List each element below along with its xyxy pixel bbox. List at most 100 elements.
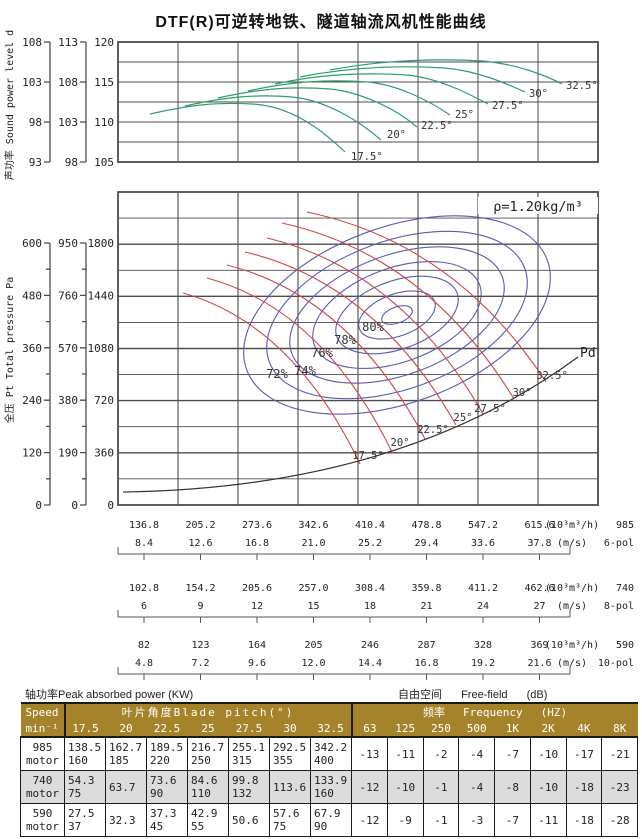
- pitch-label: 22.5°: [417, 424, 449, 436]
- velocity-tick: 18: [364, 601, 376, 612]
- pressure-axis-scale-1: [44, 242, 51, 506]
- pressure-curve-22-5: [226, 264, 426, 440]
- power-cell: 42.9 55: [187, 803, 229, 837]
- pressure-axis-scale-2: [80, 242, 87, 506]
- sound-axis-scale-1: [44, 41, 51, 163]
- efficiency-label: 78%: [334, 333, 356, 347]
- pressure-chart-y-label: 全压 Pt Total pressure Pa: [3, 277, 16, 423]
- power-cell: 27.5 37: [64, 803, 106, 837]
- velocity-tick: 24: [477, 601, 489, 612]
- free-field-note: 自由空间 Free-field (dB): [398, 686, 563, 702]
- flow-tick: 359.8: [411, 583, 441, 594]
- speed-value: 985: [616, 520, 634, 531]
- scale-ruler: [117, 667, 571, 680]
- efficiency-label: 74%: [294, 364, 316, 378]
- power-cell: 54.3 75: [64, 770, 106, 804]
- speed-cell: 985 motor: [20, 736, 65, 771]
- density-label-backdrop: [478, 197, 598, 214]
- pitch-label: 30°: [513, 387, 532, 399]
- velocity-tick: 16.8: [414, 658, 438, 669]
- velocity-tick: 29.4: [414, 538, 438, 549]
- pressure-curve-27-5: [266, 237, 484, 415]
- freq-col: 1K: [494, 720, 531, 738]
- velocity-tick: 37.8: [527, 538, 551, 549]
- pitch-label: 30°: [529, 88, 548, 100]
- pitch-label: 20°: [387, 129, 406, 141]
- pole-label: 8-pol: [604, 601, 634, 612]
- pole-label: 6-pol: [604, 538, 634, 549]
- velocity-tick: 9.6: [248, 658, 266, 669]
- freq-cell: -13: [351, 736, 388, 771]
- flow-tick: 410.4: [355, 520, 385, 531]
- freq-cell: -11: [386, 736, 424, 771]
- peak-power-note: 轴功率Peak absorbed power (KW): [25, 689, 194, 701]
- axis-tick: 98: [65, 156, 78, 169]
- velocity-unit: (m/s): [557, 601, 587, 612]
- freq-col: 500: [458, 720, 495, 738]
- pitch-group-header: 叶片角度Blade pitch(°): [63, 702, 353, 720]
- speed-value: 740: [616, 583, 634, 594]
- scale-ruler: [117, 610, 571, 623]
- flow-tick: 136.8: [129, 520, 159, 531]
- freq-col: 125: [387, 720, 424, 738]
- pd-label: Pd: [580, 346, 596, 361]
- axis-tick: 720: [94, 394, 114, 407]
- axis-tick: 113: [58, 36, 78, 49]
- sound-curve-27-5: [274, 73, 489, 105]
- pole-label: 10-pol: [598, 658, 634, 669]
- speed-unit-header: min⁻¹: [20, 720, 65, 738]
- flow-tick: 164: [248, 640, 266, 651]
- power-cell: 63.7: [105, 770, 147, 804]
- axis-tick: 600: [22, 237, 42, 250]
- axis-tick: 0: [35, 499, 42, 512]
- velocity-tick: 27: [533, 601, 545, 612]
- power-cell: 57.6 75: [269, 803, 311, 837]
- flow-tick: 82: [138, 640, 150, 651]
- freq-cell: -18: [565, 803, 603, 837]
- free-field-en: Free-field: [461, 689, 508, 701]
- axis-tick: 1440: [88, 289, 115, 302]
- pressure-curve-32-5: [306, 211, 547, 383]
- sound-curve-20: [184, 95, 382, 141]
- flow-tick: 205.6: [242, 583, 272, 594]
- freq-cell: -10: [529, 736, 567, 771]
- flow-tick: 154.2: [185, 583, 215, 594]
- page-title: DTF(R)可逆转地铁、隧道轴流风机性能曲线: [155, 14, 487, 31]
- freq-cell: -12: [351, 770, 388, 804]
- speed-cell: 590 motor: [20, 803, 65, 837]
- velocity-tick: 12.0: [301, 658, 325, 669]
- axis-tick: 115: [94, 76, 114, 89]
- freq-cell: -3: [458, 803, 496, 837]
- sound-curve-17-5: [149, 102, 346, 153]
- power-cell: 162.7 185: [105, 736, 147, 771]
- axis-tick: 760: [58, 289, 78, 302]
- flow-tick: 342.6: [298, 520, 328, 531]
- freq-cell: -10: [529, 770, 567, 804]
- velocity-tick: 21.6: [527, 658, 551, 669]
- efficiency-label: 76%: [311, 346, 333, 360]
- velocity-tick: 6: [141, 601, 147, 612]
- axis-tick: 120: [22, 447, 42, 460]
- freq-col: 63: [351, 720, 388, 738]
- sound-curve-32-5: [329, 59, 563, 85]
- velocity-tick: 21: [420, 601, 432, 612]
- freq-cell: -21: [601, 736, 639, 771]
- velocity-tick: 25.2: [358, 538, 382, 549]
- pitch-col: 17.5: [63, 720, 106, 738]
- velocity-tick: 14.4: [358, 658, 382, 669]
- axis-tick: 0: [71, 499, 78, 512]
- freq-cell: -2: [422, 736, 460, 771]
- flow-scale-740: 102.8 154.2 205.6 257.0 308.4 359.8 411.…: [117, 583, 634, 623]
- pressure-chart-grid: [117, 191, 599, 506]
- frequency-en: Frequency: [463, 706, 523, 719]
- freq-col: 4K: [566, 720, 602, 738]
- velocity-tick: 12: [251, 601, 263, 612]
- axis-tick: 1800: [88, 237, 115, 250]
- sound-curves: [149, 59, 563, 153]
- axis-tick: 103: [22, 76, 42, 89]
- axis-tick: 105: [94, 156, 114, 169]
- power-cell: 50.6: [228, 803, 270, 837]
- frequency-group-header: 频率 Frequency (HZ): [351, 702, 638, 720]
- axis-tick: 360: [22, 342, 42, 355]
